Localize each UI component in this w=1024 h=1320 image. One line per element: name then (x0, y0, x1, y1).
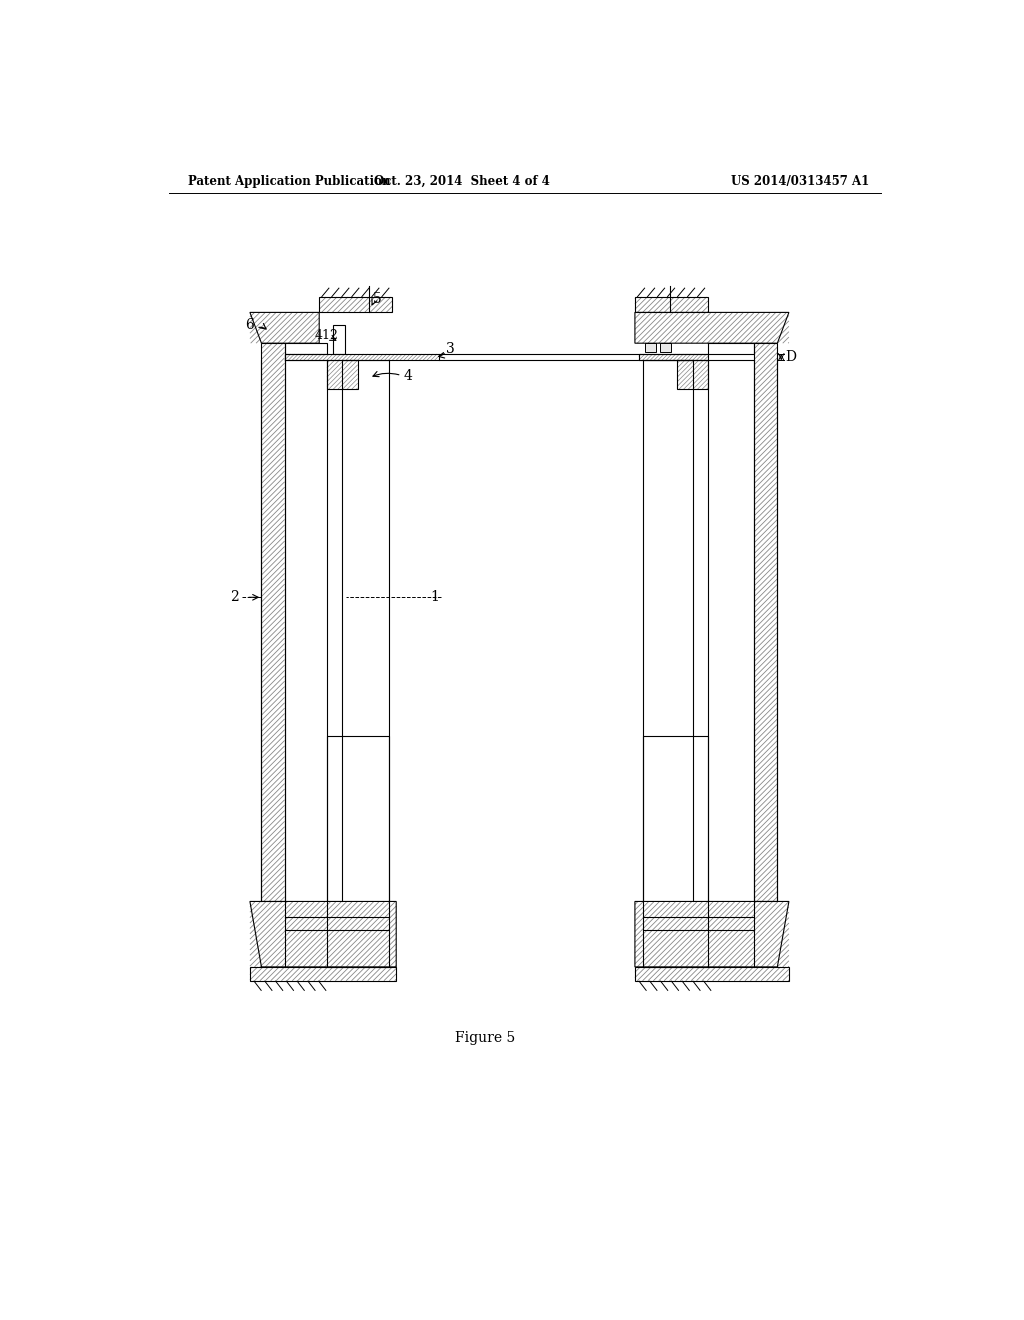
Bar (635, 297, 708, 313)
Bar (708, 343, 755, 354)
Bar (261, 343, 285, 902)
Bar (645, 343, 655, 352)
Bar (327, 360, 357, 389)
Bar (319, 297, 392, 313)
Text: 5: 5 (373, 292, 381, 305)
Text: 4: 4 (403, 368, 413, 383)
Text: 412: 412 (315, 329, 339, 342)
Bar (333, 325, 345, 354)
Text: 2: 2 (230, 590, 239, 605)
Bar (660, 343, 671, 352)
Text: 1: 1 (430, 590, 439, 605)
Bar (635, 966, 788, 981)
Bar (285, 343, 327, 354)
Bar (677, 360, 708, 389)
Text: US 2014/0313457 A1: US 2014/0313457 A1 (731, 176, 869, 187)
Text: D: D (785, 350, 796, 364)
Text: Figure 5: Figure 5 (455, 1031, 515, 1044)
Bar (643, 737, 708, 966)
Text: Oct. 23, 2014  Sheet 4 of 4: Oct. 23, 2014 Sheet 4 of 4 (374, 176, 550, 187)
Bar (285, 354, 438, 360)
Bar (755, 343, 777, 902)
Text: 6: 6 (246, 318, 254, 331)
Text: Patent Application Publication: Patent Application Publication (188, 176, 391, 187)
Text: 3: 3 (445, 342, 455, 356)
Bar (250, 966, 396, 981)
Bar (639, 354, 708, 360)
Bar (327, 737, 388, 966)
